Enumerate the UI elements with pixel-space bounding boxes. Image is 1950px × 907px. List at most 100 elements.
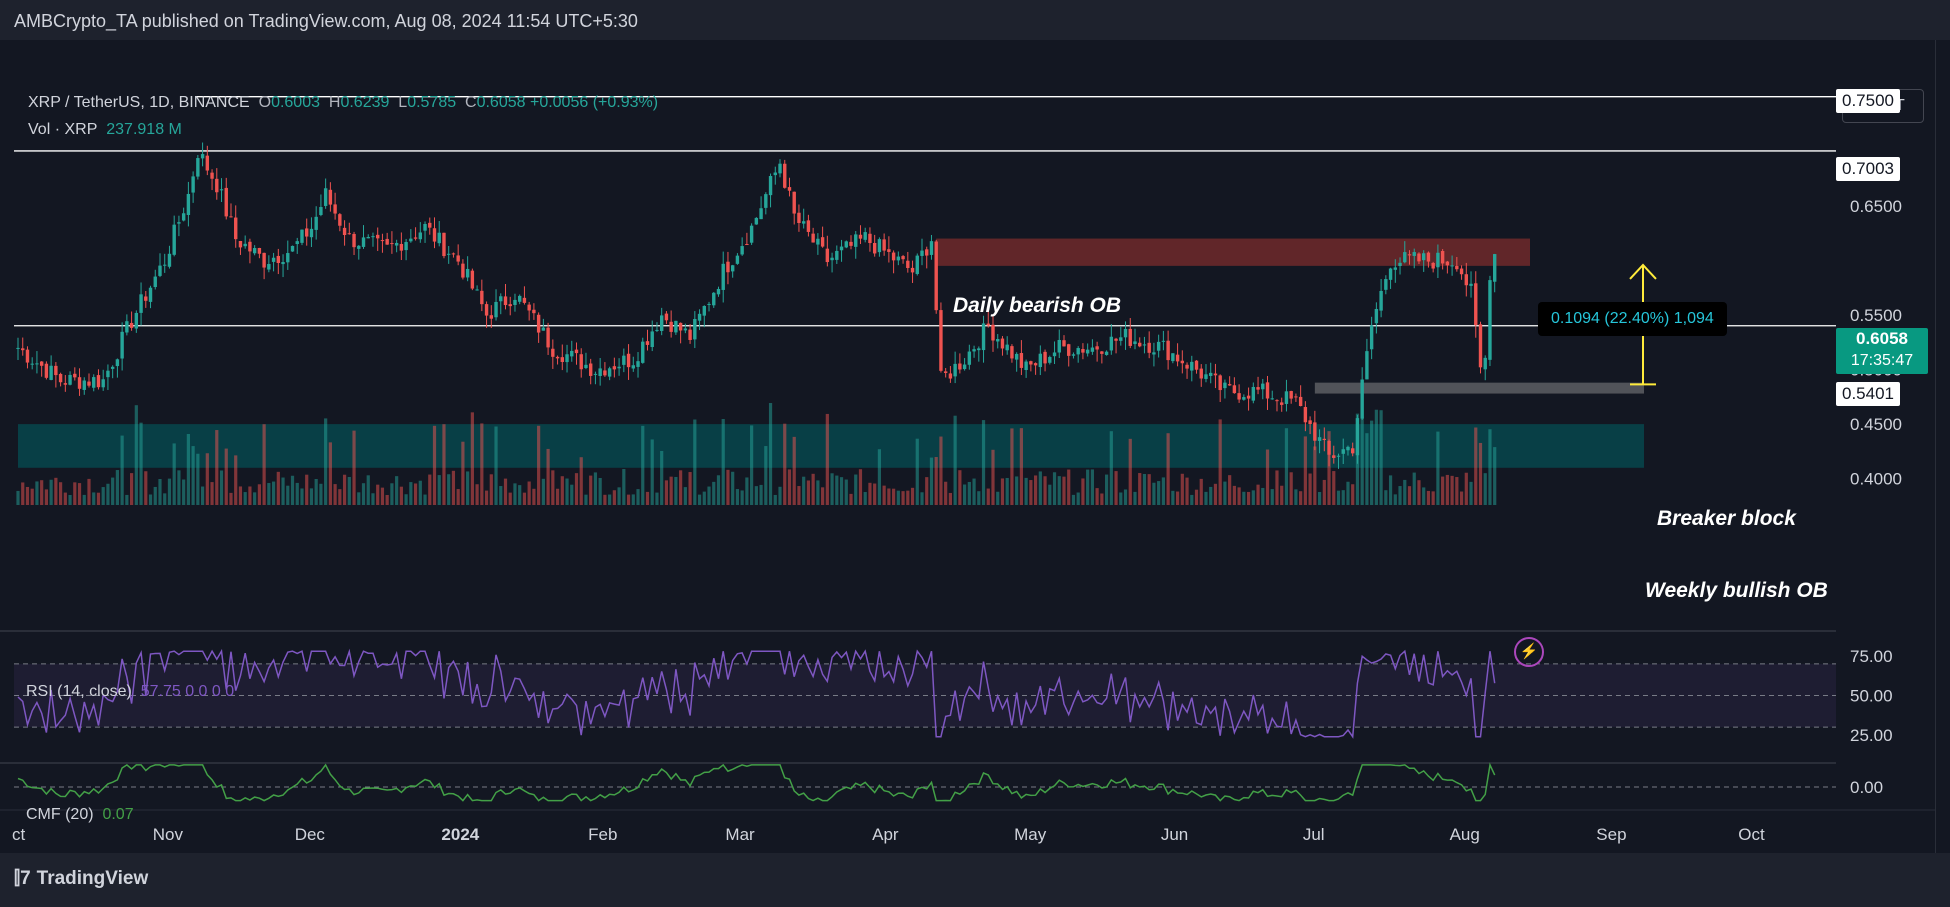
volume-bar — [1180, 473, 1184, 505]
volume-bar — [1299, 491, 1303, 505]
volume-bar — [792, 436, 796, 505]
last-price: 0.6058 — [1856, 329, 1908, 348]
volume-bar — [219, 470, 224, 505]
volume-legend[interactable]: Vol · XRP 237.918 M — [28, 121, 182, 139]
volume-bar — [693, 419, 697, 505]
candle-body — [16, 347, 20, 349]
candle-body — [910, 267, 915, 273]
candle-body — [1284, 391, 1289, 404]
candle-body — [361, 237, 366, 247]
volume-bar — [1256, 484, 1260, 505]
candle-body — [484, 304, 489, 316]
candle-body — [849, 241, 853, 246]
volume-bar — [887, 488, 891, 505]
candle-body — [716, 288, 721, 295]
candle-body — [622, 355, 626, 365]
volume-bar — [901, 491, 905, 505]
candle-body — [603, 370, 607, 376]
lightning-icon[interactable]: ⚡ — [1514, 637, 1544, 667]
cmf-legend[interactable]: CMF (20) 0.07 — [26, 806, 134, 824]
candle-body — [338, 214, 342, 226]
annotation-weekly-bullish-ob[interactable]: Weekly bullish OB — [1645, 579, 1828, 602]
candle-body — [996, 338, 1000, 342]
candle-body — [210, 172, 214, 179]
rsi-legend[interactable]: RSI (14, close) 57.75 0 0 0 0 — [26, 683, 234, 701]
candle-body — [404, 242, 408, 251]
volume-bar — [1370, 420, 1374, 505]
volume-bar — [77, 483, 82, 505]
bottom-bar — [0, 853, 1950, 907]
volume-bar — [1445, 474, 1449, 505]
candle-body — [243, 243, 247, 247]
symbol-legend[interactable]: XRP / TetherUS, 1D, BINANCE O0.6003 H0.6… — [28, 94, 658, 112]
volume-bar — [1015, 476, 1019, 505]
volume-bar — [1242, 491, 1246, 505]
candle-body — [120, 331, 124, 359]
volume-bar — [849, 493, 853, 505]
cmf-line — [17, 762, 1496, 802]
volume-bar — [1071, 494, 1076, 505]
volume-bar — [1000, 478, 1005, 505]
volume-bar — [674, 476, 678, 505]
volume-bar — [750, 425, 754, 505]
volume-bar — [96, 492, 101, 505]
candle-body — [385, 238, 389, 245]
volume-bar — [92, 492, 96, 505]
candle-body — [224, 187, 228, 217]
zone-daily-bearish-ob — [936, 238, 1530, 266]
candle-body — [442, 232, 446, 257]
volume-bar — [1265, 449, 1270, 505]
candle-body — [1455, 265, 1459, 270]
volume-bar — [830, 473, 834, 505]
chart-canvas[interactable]: 0.40000.45000.50000.55000.6500ctNovDec20… — [0, 40, 1935, 853]
candle-body — [1298, 396, 1303, 407]
volume-bar — [858, 469, 863, 505]
candle-body — [1450, 265, 1454, 267]
close-value: 0.6058 — [476, 94, 526, 111]
volume-bar — [1417, 480, 1421, 505]
candle-body — [1445, 261, 1450, 266]
volume-label: Vol · XRP — [28, 121, 98, 138]
volume-bar — [404, 494, 408, 505]
candle-body — [451, 253, 456, 255]
candle-body — [1384, 279, 1388, 290]
annotation-daily-bearish-ob[interactable]: Daily bearish OB — [953, 294, 1122, 317]
candle-body — [1156, 341, 1161, 351]
candle-body — [494, 301, 498, 318]
volume-bar — [939, 436, 943, 505]
volume-bar — [480, 423, 484, 505]
volume-bar — [30, 488, 34, 505]
volume-bar — [1275, 470, 1279, 505]
candle-body — [532, 309, 536, 314]
candle-body — [612, 366, 617, 370]
annotation-breaker-block[interactable]: Breaker block — [1657, 507, 1796, 530]
close-label: C — [465, 94, 477, 111]
volume-bar — [854, 474, 858, 505]
tradingview-logo-icon: ⫿7 — [14, 868, 31, 889]
measure-tool-label[interactable]: 0.1094 (22.40%) 1,094 — [1538, 302, 1727, 336]
candle-body — [513, 299, 517, 305]
volume-bar — [1469, 481, 1473, 505]
tradingview-logo[interactable]: ⫿7 TradingView — [14, 868, 148, 890]
candle-body — [641, 341, 645, 363]
candle-body — [797, 212, 801, 223]
candle-body — [1119, 337, 1123, 341]
candle-body — [636, 361, 640, 367]
volume-bar — [271, 481, 276, 505]
candle-body — [1175, 354, 1180, 362]
volume-bar — [484, 490, 489, 505]
volume-bar — [1351, 484, 1355, 505]
volume-bar — [1086, 469, 1090, 505]
candle-body — [1123, 328, 1128, 338]
volume-bar — [570, 484, 574, 505]
volume-bar — [1365, 433, 1369, 505]
candle-body — [186, 193, 191, 215]
volume-bar — [238, 486, 243, 505]
volume-bar — [205, 453, 209, 505]
candle-body — [683, 328, 688, 331]
volume-bar — [1441, 476, 1445, 505]
candle-body — [1133, 341, 1137, 345]
chart-area[interactable]: 0.40000.45000.50000.55000.6500ctNovDec20… — [0, 40, 1936, 853]
volume-bar — [385, 494, 389, 505]
candle-body — [688, 329, 692, 340]
